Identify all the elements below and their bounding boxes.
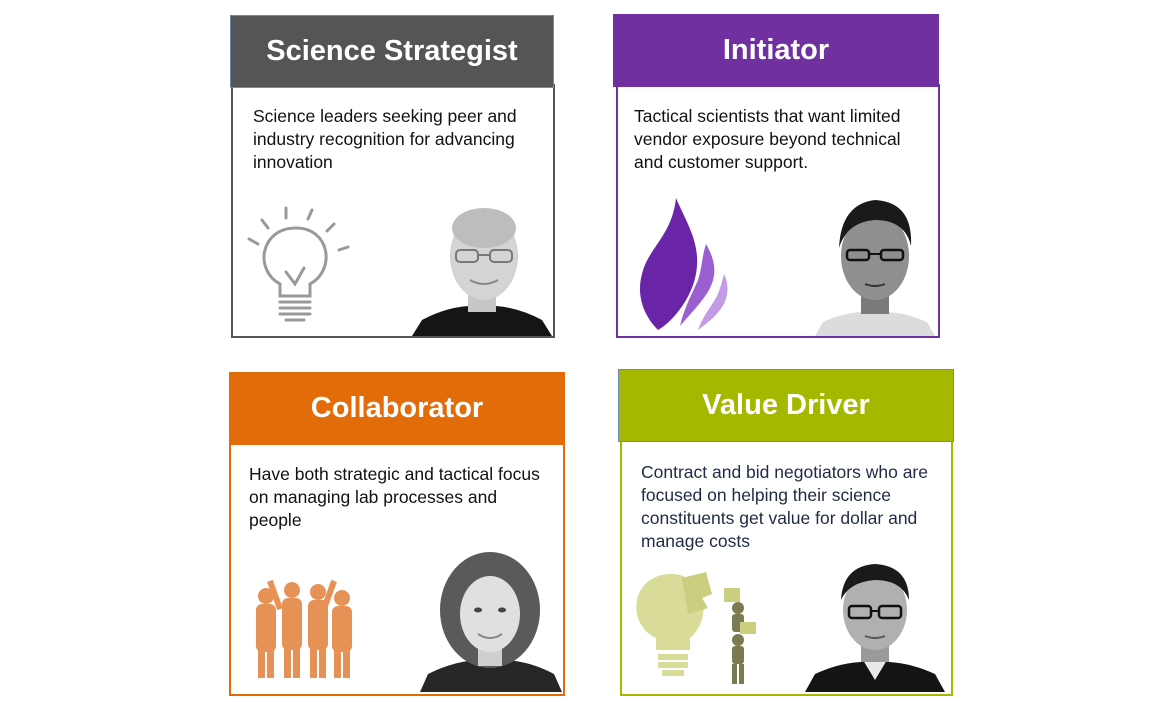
card-title-value-driver: Value Driver [618,369,954,442]
card-description-value-driver: Contract and bid negotiators who are foc… [641,462,928,551]
card-title-science-strategist: Science Strategist [230,15,554,88]
team-silhouettes-icon [246,576,360,680]
card-description-science-strategist: Science leaders seeking peer and industr… [253,106,517,172]
card-title-collaborator: Collaborator [229,372,565,445]
portrait-photo-initiator [815,190,935,336]
portrait-photo-collaborator [420,548,562,692]
portrait-photo-value-driver [805,556,945,692]
lightbulb-icon [244,204,354,328]
card-description-initiator: Tactical scientists that want limited ve… [634,106,901,172]
flame-icon [636,196,736,334]
portrait-photo-science-strategist [412,198,552,336]
card-title-initiator: Initiator [613,14,939,87]
puzzle-lightbulb-icon [628,568,778,690]
card-description-collaborator: Have both strategic and tactical focus o… [249,464,540,530]
